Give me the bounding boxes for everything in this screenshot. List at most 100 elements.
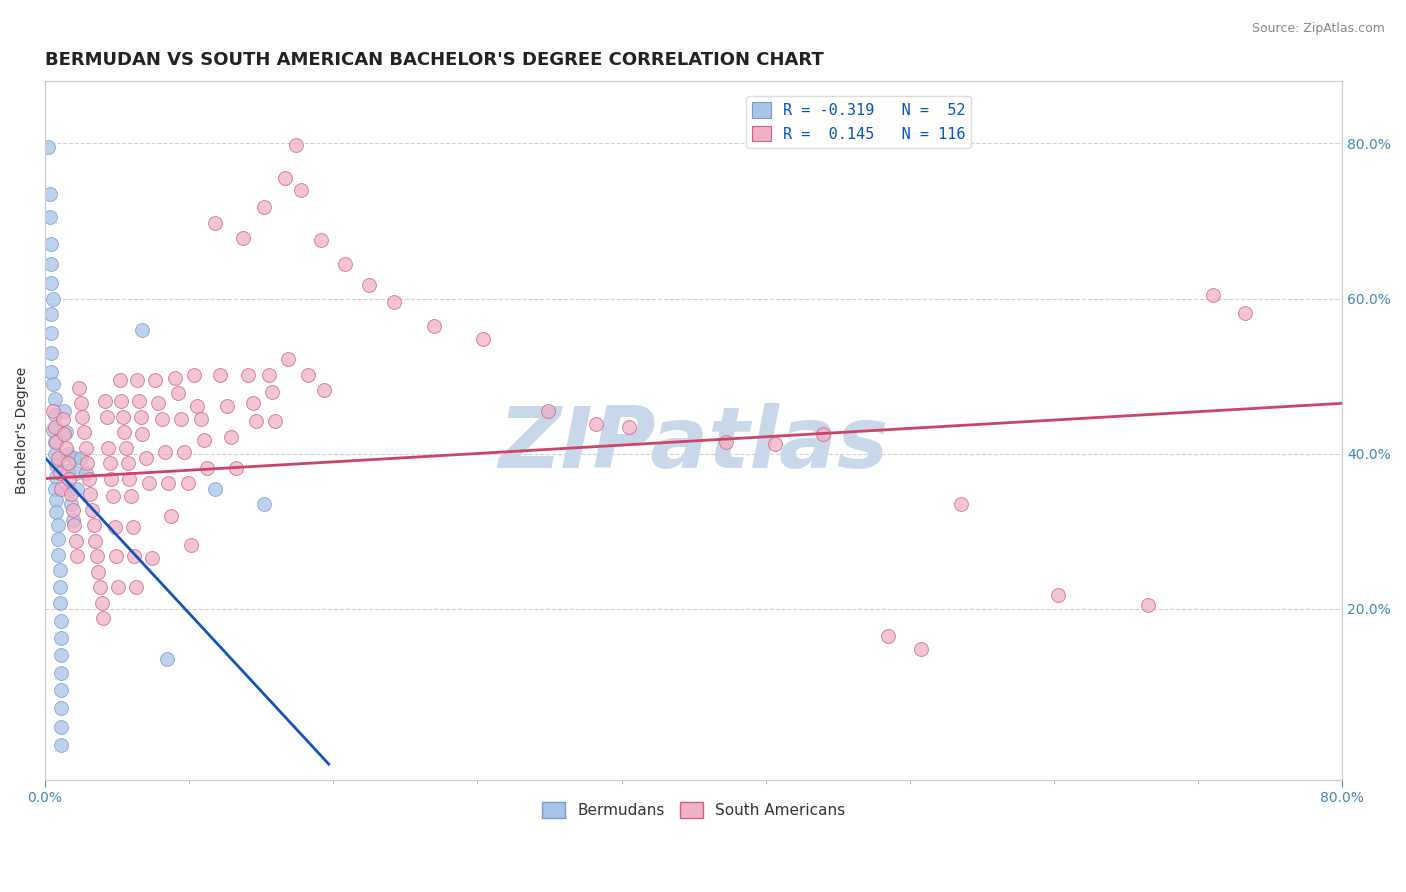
Point — [163, 370, 186, 384]
Point — [1136, 598, 1159, 612]
Point — [312, 383, 335, 397]
Point — [285, 138, 308, 153]
Point — [215, 399, 238, 413]
Point — [46, 450, 69, 465]
Point — [86, 549, 108, 564]
Point — [55, 425, 77, 439]
Point — [51, 632, 73, 646]
Point — [195, 460, 218, 475]
Point — [90, 596, 112, 610]
Point — [125, 580, 148, 594]
Point — [51, 738, 73, 752]
Point — [128, 394, 150, 409]
Point — [122, 549, 145, 564]
Point — [877, 629, 900, 643]
Point — [120, 490, 142, 504]
Point — [157, 476, 180, 491]
Point — [62, 502, 84, 516]
Point — [141, 551, 163, 566]
Point — [51, 482, 73, 496]
Point — [245, 414, 267, 428]
Point — [45, 493, 67, 508]
Point — [96, 409, 118, 424]
Point — [65, 533, 87, 548]
Point — [51, 720, 73, 734]
Point — [42, 376, 65, 391]
Point — [58, 482, 80, 496]
Point — [138, 476, 160, 491]
Point — [41, 346, 63, 360]
Point — [59, 497, 82, 511]
Point — [101, 490, 124, 504]
Point — [118, 472, 141, 486]
Point — [66, 549, 89, 564]
Point — [309, 234, 332, 248]
Point — [180, 538, 202, 552]
Point — [110, 394, 132, 409]
Text: Source: ZipAtlas.com: Source: ZipAtlas.com — [1251, 22, 1385, 36]
Point — [41, 237, 63, 252]
Point — [51, 614, 73, 628]
Point — [41, 257, 63, 271]
Point — [359, 277, 381, 292]
Point — [127, 373, 149, 387]
Point — [131, 323, 153, 337]
Point — [69, 396, 91, 410]
Point — [80, 502, 103, 516]
Point — [55, 441, 77, 455]
Point — [471, 332, 494, 346]
Point — [56, 464, 79, 478]
Point — [44, 482, 66, 496]
Point — [44, 392, 66, 407]
Point — [52, 412, 75, 426]
Point — [73, 425, 96, 439]
Point — [56, 456, 79, 470]
Point — [53, 404, 76, 418]
Point — [585, 417, 607, 432]
Point — [290, 183, 312, 197]
Point — [53, 427, 76, 442]
Point — [264, 414, 287, 428]
Point — [150, 412, 173, 426]
Point — [277, 352, 299, 367]
Point — [105, 549, 128, 564]
Point — [537, 404, 560, 418]
Point — [48, 466, 70, 480]
Point — [107, 580, 129, 594]
Point — [104, 520, 127, 534]
Point — [44, 435, 66, 450]
Point — [48, 563, 70, 577]
Point — [76, 456, 98, 470]
Point — [333, 257, 356, 271]
Point — [42, 424, 65, 438]
Point — [167, 386, 190, 401]
Point — [260, 384, 283, 399]
Point — [117, 456, 139, 470]
Point — [87, 565, 110, 579]
Point — [59, 487, 82, 501]
Point — [79, 487, 101, 501]
Point — [143, 373, 166, 387]
Point — [63, 518, 86, 533]
Point — [1201, 287, 1223, 301]
Point — [129, 409, 152, 424]
Point — [121, 520, 143, 534]
Point — [51, 701, 73, 715]
Point — [44, 447, 66, 461]
Point — [382, 295, 405, 310]
Point — [204, 482, 226, 496]
Point — [38, 210, 60, 224]
Point — [97, 441, 120, 455]
Point — [183, 368, 205, 382]
Point — [67, 381, 90, 395]
Legend: Bermudans, South Americans: Bermudans, South Americans — [536, 797, 851, 824]
Point — [42, 404, 65, 418]
Point — [148, 396, 170, 410]
Text: BERMUDAN VS SOUTH AMERICAN BACHELOR'S DEGREE CORRELATION CHART: BERMUDAN VS SOUTH AMERICAN BACHELOR'S DE… — [45, 51, 824, 69]
Point — [297, 368, 319, 382]
Point — [41, 307, 63, 321]
Point — [910, 642, 932, 657]
Point — [48, 580, 70, 594]
Point — [42, 292, 65, 306]
Point — [170, 412, 193, 426]
